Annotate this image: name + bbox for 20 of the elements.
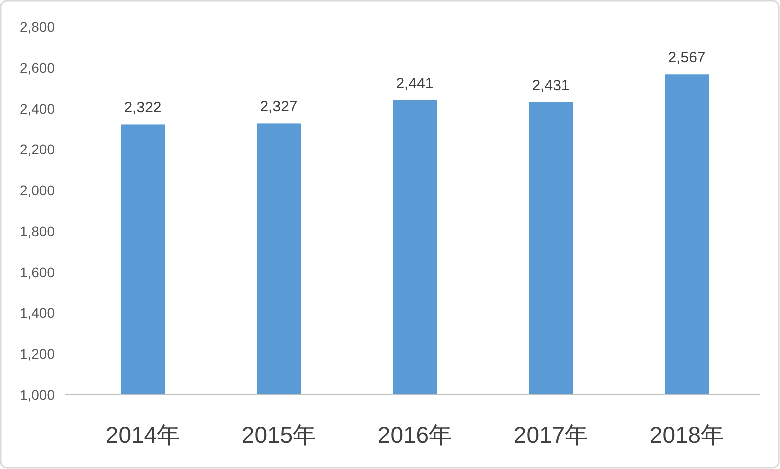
y-tick-label: 2,000 <box>20 182 56 199</box>
y-tick-label: 1,200 <box>20 346 56 362</box>
x-tick-label: 2014年 <box>106 422 180 448</box>
x-tick-label: 2018年 <box>650 422 724 448</box>
data-label: 2,431 <box>532 77 570 94</box>
data-label: 2,327 <box>260 98 298 116</box>
y-tick-label: 2,400 <box>20 100 56 117</box>
x-tick-label: 2017年 <box>514 422 588 448</box>
x-tick-label: 2015年 <box>242 422 316 448</box>
y-tick-label: 1,000 <box>20 387 56 403</box>
y-tick-label: 1,800 <box>20 223 56 240</box>
y-tick-label: 1,400 <box>20 305 56 322</box>
y-tick-label: 2,200 <box>20 142 56 158</box>
data-label: 2,322 <box>124 100 162 117</box>
x-tick-label: 2016年 <box>378 422 452 448</box>
y-tick-label: 2,600 <box>20 60 56 76</box>
data-label: 2,441 <box>396 75 434 92</box>
y-tick-label: 2,800 <box>20 19 56 35</box>
data-label: 2,567 <box>668 50 706 67</box>
y-tick-label: 1,600 <box>20 264 56 280</box>
